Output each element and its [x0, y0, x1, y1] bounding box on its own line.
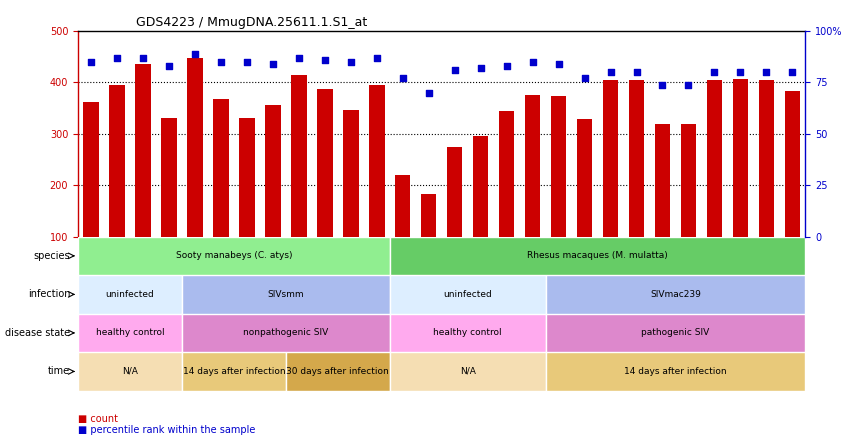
Text: SIVsmm: SIVsmm — [268, 290, 304, 299]
Point — [630, 69, 643, 76]
Text: Rhesus macaques (M. mulatta): Rhesus macaques (M. mulatta) — [527, 251, 668, 260]
Point — [370, 54, 384, 61]
FancyBboxPatch shape — [78, 313, 182, 352]
Bar — [239, 119, 255, 237]
Point — [422, 89, 436, 96]
FancyBboxPatch shape — [390, 313, 546, 352]
Point — [759, 69, 773, 76]
Text: healthy control: healthy control — [433, 329, 502, 337]
FancyBboxPatch shape — [546, 313, 805, 352]
Bar — [525, 95, 540, 237]
Bar — [265, 104, 281, 237]
Point — [110, 54, 124, 61]
Point — [214, 58, 228, 65]
FancyBboxPatch shape — [182, 352, 286, 391]
Point — [266, 60, 280, 67]
Bar — [317, 89, 333, 237]
FancyBboxPatch shape — [182, 313, 390, 352]
FancyBboxPatch shape — [546, 275, 805, 313]
FancyBboxPatch shape — [78, 237, 390, 275]
Text: N/A: N/A — [460, 367, 475, 376]
Text: SIVmac239: SIVmac239 — [650, 290, 701, 299]
Bar — [421, 194, 436, 237]
Bar — [161, 119, 177, 237]
Text: Sooty manabeys (C. atys): Sooty manabeys (C. atys) — [176, 251, 292, 260]
FancyBboxPatch shape — [78, 275, 182, 313]
FancyBboxPatch shape — [182, 275, 390, 313]
Point — [785, 69, 799, 76]
FancyBboxPatch shape — [390, 352, 546, 391]
Bar — [655, 124, 670, 237]
Point — [448, 67, 462, 74]
Bar — [499, 111, 514, 237]
Bar — [213, 99, 229, 237]
Bar — [629, 80, 644, 237]
Bar — [707, 80, 722, 237]
Bar — [83, 102, 99, 237]
Point — [396, 75, 410, 82]
Text: GDS4223 / MmugDNA.25611.1.S1_at: GDS4223 / MmugDNA.25611.1.S1_at — [136, 16, 367, 28]
Bar — [343, 110, 359, 237]
Bar — [733, 79, 748, 237]
Point — [136, 54, 150, 61]
Bar — [109, 84, 125, 237]
Bar — [785, 91, 800, 237]
Bar — [551, 96, 566, 237]
Text: 14 days after infection: 14 days after infection — [624, 367, 727, 376]
Bar — [135, 64, 151, 237]
Point — [292, 54, 306, 61]
Text: ■ percentile rank within the sample: ■ percentile rank within the sample — [78, 425, 255, 435]
Bar — [473, 136, 488, 237]
Point — [188, 50, 202, 57]
Text: time: time — [48, 366, 70, 377]
Point — [84, 58, 98, 65]
Bar — [369, 84, 385, 237]
Point — [162, 63, 176, 70]
Point — [708, 69, 721, 76]
Point — [604, 69, 617, 76]
FancyBboxPatch shape — [78, 352, 182, 391]
Bar — [577, 119, 592, 237]
Point — [552, 60, 565, 67]
Point — [474, 64, 488, 71]
Point — [656, 81, 669, 88]
Point — [344, 58, 358, 65]
FancyBboxPatch shape — [286, 352, 390, 391]
Text: infection: infection — [28, 289, 70, 299]
Point — [318, 56, 332, 63]
FancyBboxPatch shape — [390, 275, 546, 313]
Text: pathogenic SIV: pathogenic SIV — [642, 329, 709, 337]
Bar — [395, 175, 410, 237]
FancyBboxPatch shape — [546, 352, 805, 391]
Text: uninfected: uninfected — [443, 290, 492, 299]
Text: ■ count: ■ count — [78, 414, 118, 424]
Text: 30 days after infection: 30 days after infection — [287, 367, 389, 376]
Bar — [603, 80, 618, 237]
Bar — [447, 147, 462, 237]
Bar — [681, 123, 696, 237]
Point — [682, 81, 695, 88]
Text: healthy control: healthy control — [95, 329, 165, 337]
Text: 14 days after infection: 14 days after infection — [183, 367, 285, 376]
Point — [240, 58, 254, 65]
Point — [578, 75, 591, 82]
Bar — [291, 75, 307, 237]
Text: disease state: disease state — [5, 328, 70, 338]
Text: species: species — [34, 251, 70, 261]
Point — [500, 63, 514, 70]
Point — [526, 58, 540, 65]
Text: N/A: N/A — [122, 367, 138, 376]
FancyBboxPatch shape — [390, 237, 805, 275]
Bar — [187, 58, 203, 237]
Text: nonpathogenic SIV: nonpathogenic SIV — [243, 329, 328, 337]
Point — [734, 69, 747, 76]
Text: uninfected: uninfected — [106, 290, 154, 299]
Bar — [759, 80, 774, 237]
